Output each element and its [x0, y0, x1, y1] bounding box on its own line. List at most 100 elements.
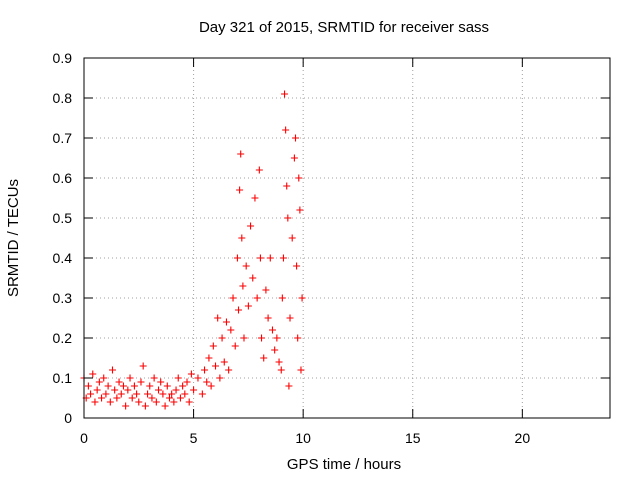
data-point [102, 390, 110, 398]
data-point [291, 134, 299, 142]
data-point [84, 382, 92, 390]
y-tick-label: 0.9 [53, 50, 73, 66]
data-point [141, 402, 149, 410]
data-point [294, 334, 302, 342]
x-axis-label: GPS time / hours [287, 456, 401, 473]
data-point [290, 154, 298, 162]
data-point [176, 394, 184, 402]
y-tick-label: 0.2 [53, 330, 73, 346]
data-point [218, 334, 226, 342]
data-point [165, 394, 173, 402]
y-tick-label: 0.6 [53, 170, 73, 186]
data-point [237, 150, 245, 158]
data-point [187, 370, 195, 378]
data-point [104, 382, 112, 390]
data-point [155, 386, 163, 394]
data-point [130, 382, 138, 390]
axis-ticks: 0 0.1 0.2 0.3 0.4 0.5 0.6 0.7 0.8 0.9 0 5 10 15 20 [53, 50, 610, 446]
data-point [128, 394, 136, 402]
y-tick-label: 0.4 [53, 250, 73, 266]
data-point [235, 306, 243, 314]
data-point [205, 354, 213, 362]
data-point [163, 382, 171, 390]
data-point [181, 390, 189, 398]
data-point [133, 390, 141, 398]
data-point [150, 374, 158, 382]
data-point [144, 390, 152, 398]
data-point [275, 358, 283, 366]
data-point [152, 398, 160, 406]
data-point [279, 254, 287, 262]
data-point [251, 194, 259, 202]
data-point [227, 326, 235, 334]
data-point [258, 334, 266, 342]
data-point [159, 390, 167, 398]
x-tick-label: 20 [515, 430, 531, 446]
chart-title: Day 321 of 2015, SRMTID for receiver sas… [199, 19, 489, 36]
data-point [286, 314, 294, 322]
data-point [281, 90, 289, 98]
data-point [126, 374, 134, 382]
data-point [117, 390, 125, 398]
y-tick-label: 0.7 [53, 130, 73, 146]
data-point [260, 354, 268, 362]
data-point [271, 346, 279, 354]
x-tick-label: 5 [190, 430, 198, 446]
data-point [194, 374, 202, 382]
data-point [242, 262, 250, 270]
data-point [222, 318, 230, 326]
data-point [273, 334, 281, 342]
data-point [179, 382, 187, 390]
data-point [106, 398, 114, 406]
data-point [95, 378, 103, 386]
data-point [266, 254, 274, 262]
plot-frame [83, 57, 611, 419]
data-point [249, 274, 257, 282]
data-point [89, 370, 97, 378]
data-point [268, 326, 276, 334]
data-point [111, 386, 119, 394]
data-point [262, 286, 270, 294]
data-point [285, 382, 293, 390]
data-point [288, 234, 296, 242]
data-point [283, 182, 291, 190]
data-point [183, 378, 191, 386]
y-tick-label: 0 [64, 410, 72, 426]
data-point [174, 374, 182, 382]
data-point [198, 390, 206, 398]
data-point [157, 378, 165, 386]
data-point [185, 398, 193, 406]
data-point [220, 358, 228, 366]
data-point [231, 342, 239, 350]
data-point [264, 314, 272, 322]
data-point [214, 314, 222, 322]
data-point [115, 378, 123, 386]
data-point [284, 214, 292, 222]
data-point [255, 166, 263, 174]
data-point [247, 222, 255, 230]
data-point [146, 382, 154, 390]
data-point [119, 382, 127, 390]
data-point [113, 394, 121, 402]
y-tick-label: 0.5 [53, 210, 73, 226]
data-point [190, 386, 198, 394]
data-point [137, 378, 145, 386]
data-point [168, 390, 176, 398]
data-point [239, 282, 247, 290]
data-point [238, 234, 246, 242]
data-point [135, 398, 143, 406]
data-point [91, 398, 99, 406]
data-point [172, 386, 180, 394]
data-point [256, 254, 264, 262]
data-point [124, 386, 132, 394]
data-point [139, 362, 147, 370]
data-point [122, 402, 130, 410]
data-point [298, 294, 306, 302]
data-point [295, 174, 303, 182]
data-point [98, 394, 106, 402]
data-point [282, 126, 290, 134]
data-point [148, 394, 156, 402]
data-point [278, 294, 286, 302]
y-tick-label: 0.1 [53, 370, 73, 386]
